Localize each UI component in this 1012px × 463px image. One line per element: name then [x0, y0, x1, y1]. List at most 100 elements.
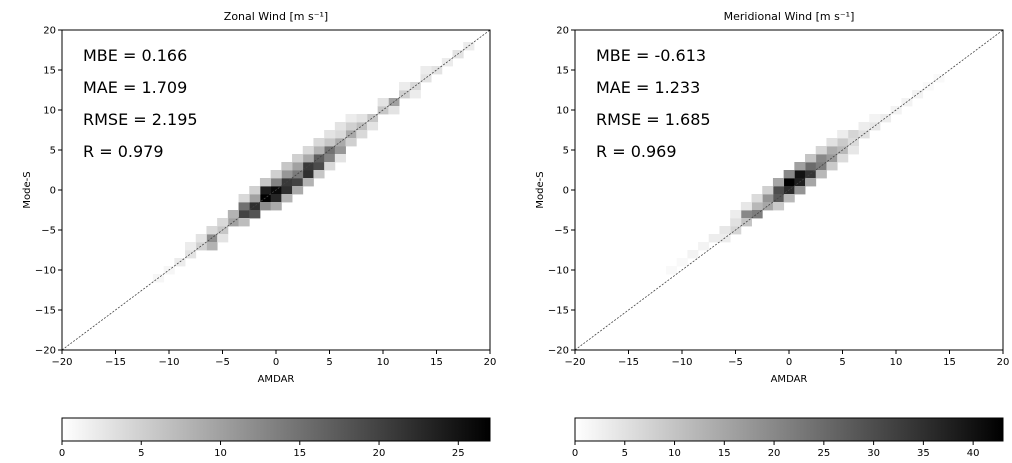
heatmap-cell	[217, 218, 229, 227]
heatmap-cell	[420, 74, 432, 83]
heatmap-cell	[302, 162, 314, 171]
y-axis-label: Mode-S	[22, 171, 33, 208]
stat-annotation: RMSE = 1.685	[596, 110, 711, 129]
y-tick-label: 0	[50, 186, 56, 197]
heatmap-cell	[772, 178, 785, 187]
heatmap-cell	[815, 154, 827, 163]
heatmap-cell	[249, 194, 261, 203]
colorbar-tick-label: 5	[138, 448, 144, 459]
x-tick-label: 0	[786, 357, 792, 368]
heatmap-cell	[933, 74, 945, 83]
y-tick-label: 20	[556, 26, 569, 37]
heatmap-cell	[366, 122, 379, 131]
x-tick-label: −20	[51, 357, 72, 368]
y-tick-label: 5	[563, 146, 569, 157]
heatmap-cell	[676, 258, 688, 267]
y-tick-label: 15	[556, 66, 569, 77]
heatmap-cell	[794, 186, 806, 195]
y-axis-label: Mode-S	[535, 171, 546, 208]
colorbar-tick-label: 10	[214, 448, 227, 459]
y-tick-label: 20	[43, 26, 56, 37]
y-tick-label: −15	[35, 306, 56, 317]
heatmap-cell	[837, 138, 849, 147]
heatmap-cell	[313, 154, 325, 163]
one-to-one-line	[61, 29, 491, 351]
heatmap-cell	[292, 178, 304, 187]
heatmap-cell	[740, 202, 752, 211]
heatmap-cell	[879, 114, 892, 123]
heatmap-cell	[837, 154, 849, 163]
heatmap-cell	[730, 218, 742, 227]
heatmap-cell	[227, 210, 239, 219]
colorbar-tick-label: 40	[967, 448, 980, 459]
heatmap-cell	[399, 82, 411, 91]
heatmap-cell	[270, 202, 282, 211]
heatmap-cell	[762, 186, 774, 195]
x-tick-label: −5	[215, 357, 230, 368]
heatmap-cell	[217, 234, 229, 243]
colorbar-gradient	[61, 417, 491, 442]
heatmap-cell	[687, 250, 699, 259]
heatmap-cell	[772, 202, 785, 211]
heatmap-cell	[270, 194, 282, 203]
heatmap-cell	[259, 178, 272, 187]
heatmap-cell	[345, 138, 357, 147]
heatmap-cell	[762, 194, 774, 203]
heatmap-cell	[783, 194, 795, 203]
heatmap-cell	[815, 170, 827, 179]
y-tick-label: 15	[43, 66, 56, 77]
heatmap-cell	[772, 186, 785, 195]
stat-annotation: MAE = 1.709	[83, 78, 187, 97]
stat-annotation: MBE = -0.613	[596, 46, 706, 65]
heatmap-cell	[259, 202, 272, 211]
y-tick-label: −20	[35, 346, 56, 357]
heatmap-cell	[324, 130, 336, 139]
heatmap-cell	[665, 266, 678, 275]
y-tick-label: −20	[548, 346, 569, 357]
heatmap-cell	[281, 194, 293, 203]
stat-annotation: R = 0.979	[83, 142, 164, 161]
heatmap-cell	[249, 186, 261, 195]
heatmap-cell	[206, 226, 218, 235]
heatmap-cell	[270, 178, 282, 187]
heatmap-cell	[837, 130, 849, 139]
heatmap-cell	[292, 162, 304, 171]
heatmap-cell	[388, 106, 400, 115]
heatmap-cell	[847, 130, 859, 139]
colorbar: 0 5 10 15 20 25	[59, 417, 491, 459]
y-tick-label: −15	[548, 306, 569, 317]
heatmap-cell	[334, 154, 346, 163]
y-tick-label: 0	[563, 186, 569, 197]
x-tick-label: 20	[997, 357, 1010, 368]
x-tick-label: 10	[890, 357, 903, 368]
heatmap-cell	[815, 162, 827, 171]
heatmap-cell	[730, 210, 742, 219]
heatmap-cell	[302, 146, 314, 155]
x-tick-label: −10	[158, 357, 179, 368]
x-tick-label: −15	[618, 357, 639, 368]
heatmap-cell	[783, 178, 795, 187]
heatmap-cell	[805, 178, 817, 187]
heatmap-cell	[751, 210, 763, 219]
heatmap-cell	[292, 154, 304, 163]
y-tick-label: 5	[50, 146, 56, 157]
chart-title: Zonal Wind [m s⁻¹]	[224, 10, 328, 23]
colorbar: 0 5 10 15 20 25 30 35 40	[572, 417, 1004, 459]
colorbar-tick-label: 0	[59, 448, 65, 459]
heatmap-cell	[292, 170, 304, 179]
heatmap-cell	[302, 154, 314, 163]
heatmap-cell	[206, 242, 218, 251]
heatmap-cell	[249, 210, 261, 219]
x-tick-label: −10	[671, 357, 692, 368]
heatmap-cell	[324, 138, 336, 147]
heatmap-cell	[302, 170, 314, 179]
x-tick-label: −20	[564, 357, 585, 368]
heatmap-cell	[708, 234, 720, 243]
heatmap-cell	[356, 122, 368, 131]
heatmap-cell	[356, 130, 368, 139]
stat-annotation: R = 0.969	[596, 142, 677, 161]
x-axis-label: AMDAR	[771, 374, 808, 385]
heatmap-cell	[826, 162, 838, 171]
heatmap-cell	[313, 138, 325, 147]
